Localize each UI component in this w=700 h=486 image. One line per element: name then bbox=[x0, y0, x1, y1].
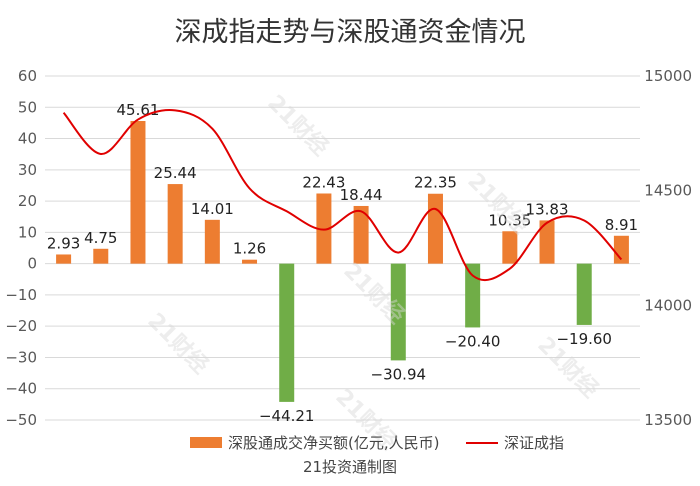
bar bbox=[465, 263, 481, 328]
chart-title: 深成指走势与深股通资金情况 bbox=[174, 17, 526, 48]
bar bbox=[502, 231, 518, 264]
data-label: −44.21 bbox=[259, 407, 315, 425]
bar bbox=[390, 263, 406, 361]
data-label: −20.40 bbox=[445, 332, 501, 350]
legend-label-line: 深证成指 bbox=[504, 434, 565, 452]
y-left-tick-label: 30 bbox=[18, 161, 37, 179]
y-right-tick-label: 14000 bbox=[644, 296, 692, 314]
bar bbox=[93, 248, 109, 264]
legend-swatch-bar bbox=[190, 437, 222, 448]
data-label: 45.61 bbox=[116, 101, 159, 119]
data-label: −19.60 bbox=[556, 330, 612, 348]
bar bbox=[576, 263, 592, 325]
legend-label-bars: 深股通成交净买额(亿元,人民币) bbox=[228, 434, 440, 452]
y-left-tick-label: −10 bbox=[5, 286, 37, 304]
bar bbox=[613, 235, 629, 264]
bar bbox=[427, 193, 443, 264]
y-left-tick-label: −30 bbox=[5, 348, 37, 366]
y-right-tick-label: 14500 bbox=[644, 182, 692, 200]
y-left-tick-label: 10 bbox=[18, 223, 37, 241]
data-label: 10.35 bbox=[488, 211, 531, 229]
bar bbox=[242, 259, 258, 264]
data-label: 22.43 bbox=[302, 173, 345, 191]
y-left-tick-label: −20 bbox=[5, 317, 37, 335]
data-label: 22.35 bbox=[414, 174, 457, 192]
data-label: 2.93 bbox=[47, 234, 80, 252]
legend-item-line: 深证成指 bbox=[466, 432, 564, 453]
bar bbox=[167, 184, 183, 264]
data-label: 14.01 bbox=[191, 200, 234, 218]
y-left-tick-label: −40 bbox=[5, 380, 37, 398]
bar bbox=[316, 193, 332, 264]
y-right-tick-label: 13500 bbox=[644, 411, 692, 429]
bar bbox=[279, 263, 295, 402]
data-label: 8.91 bbox=[605, 216, 638, 234]
bar bbox=[353, 205, 369, 264]
y-left-tick-label: 40 bbox=[18, 130, 37, 148]
data-label: 4.75 bbox=[84, 229, 117, 247]
bar bbox=[130, 121, 146, 264]
legend-swatch-line bbox=[466, 441, 498, 444]
bar bbox=[539, 220, 555, 264]
chart-caption: 21投资通制图 bbox=[302, 458, 398, 476]
data-label: 1.26 bbox=[233, 240, 266, 258]
y-left-tick-label: 50 bbox=[18, 98, 37, 116]
legend-item-bars: 深股通成交净买额(亿元,人民币) bbox=[190, 432, 439, 453]
y-left-tick-label: −50 bbox=[5, 411, 37, 429]
y-left-tick-label: 0 bbox=[27, 255, 37, 273]
bar bbox=[56, 254, 72, 264]
y-left-tick-label: 60 bbox=[18, 67, 37, 85]
bar bbox=[204, 219, 220, 264]
y-left-tick-label: 20 bbox=[18, 192, 37, 210]
data-label: 18.44 bbox=[340, 186, 383, 204]
data-label: 13.83 bbox=[526, 200, 569, 218]
y-right-tick-label: 15000 bbox=[644, 67, 692, 85]
data-label: 25.44 bbox=[154, 164, 197, 182]
data-label: −30.94 bbox=[371, 365, 427, 383]
series-line bbox=[62, 109, 623, 282]
